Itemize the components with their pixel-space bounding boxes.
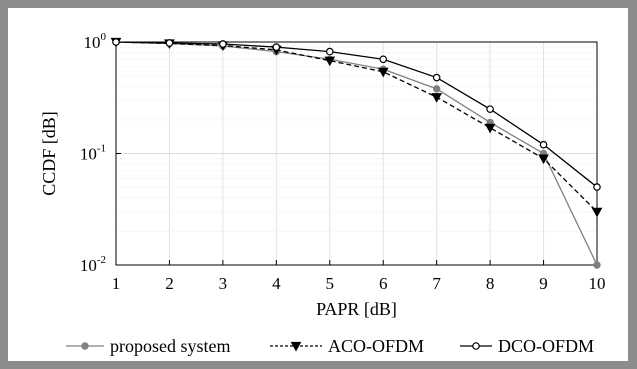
x-tick-label: 1 <box>112 274 121 293</box>
legend-item: DCO-OFDM <box>460 336 594 356</box>
data-point <box>486 105 494 113</box>
data-point <box>112 38 120 46</box>
x-tick-label: 7 <box>432 274 441 293</box>
data-point <box>324 56 336 67</box>
data-point <box>484 123 496 134</box>
y-tick-label: 10-2 <box>80 254 106 275</box>
data-point <box>219 40 227 48</box>
series-line <box>115 41 598 213</box>
y-tick-label: 100 <box>84 31 107 52</box>
x-tick-label: 4 <box>272 274 281 293</box>
data-point <box>593 183 601 191</box>
legend-label: DCO-OFDM <box>498 336 594 356</box>
data-point <box>591 207 603 218</box>
x-tick-label: 8 <box>486 274 495 293</box>
series-dco-ofdm <box>112 38 601 191</box>
x-tick-label: 5 <box>326 274 335 293</box>
legend-marker <box>472 342 480 350</box>
series-line <box>115 41 598 188</box>
data-point <box>272 43 281 51</box>
data-point <box>538 154 549 165</box>
data-point <box>431 93 443 103</box>
legend-label: proposed system <box>110 336 231 356</box>
x-tick-label: 3 <box>219 274 228 293</box>
data-point <box>432 73 441 82</box>
x-tick-label: 2 <box>165 274 174 293</box>
legend-marker <box>81 342 89 350</box>
y-tick-label: 10-1 <box>80 143 106 164</box>
legend-marker <box>290 341 302 352</box>
x-tick-label: 10 <box>589 274 606 293</box>
data-point <box>539 140 548 149</box>
data-point <box>432 85 441 93</box>
grid <box>115 42 598 266</box>
x-tick-label: 6 <box>379 274 388 293</box>
data-point <box>593 261 601 269</box>
data-point <box>377 67 389 78</box>
legend-item: ACO-OFDM <box>270 336 424 356</box>
legend: proposed system ACO-OFDM DCO-OFDM <box>66 336 594 356</box>
legend-item: proposed system <box>66 336 231 356</box>
x-tick-label: 9 <box>539 274 548 293</box>
data-point <box>325 47 334 56</box>
y-axis-label: CCDF [dB] <box>39 111 59 196</box>
data-point <box>379 55 388 64</box>
legend-label: ACO-OFDM <box>328 336 424 356</box>
data-point <box>165 39 174 47</box>
x-axis-label: PAPR [dB] <box>316 299 397 319</box>
